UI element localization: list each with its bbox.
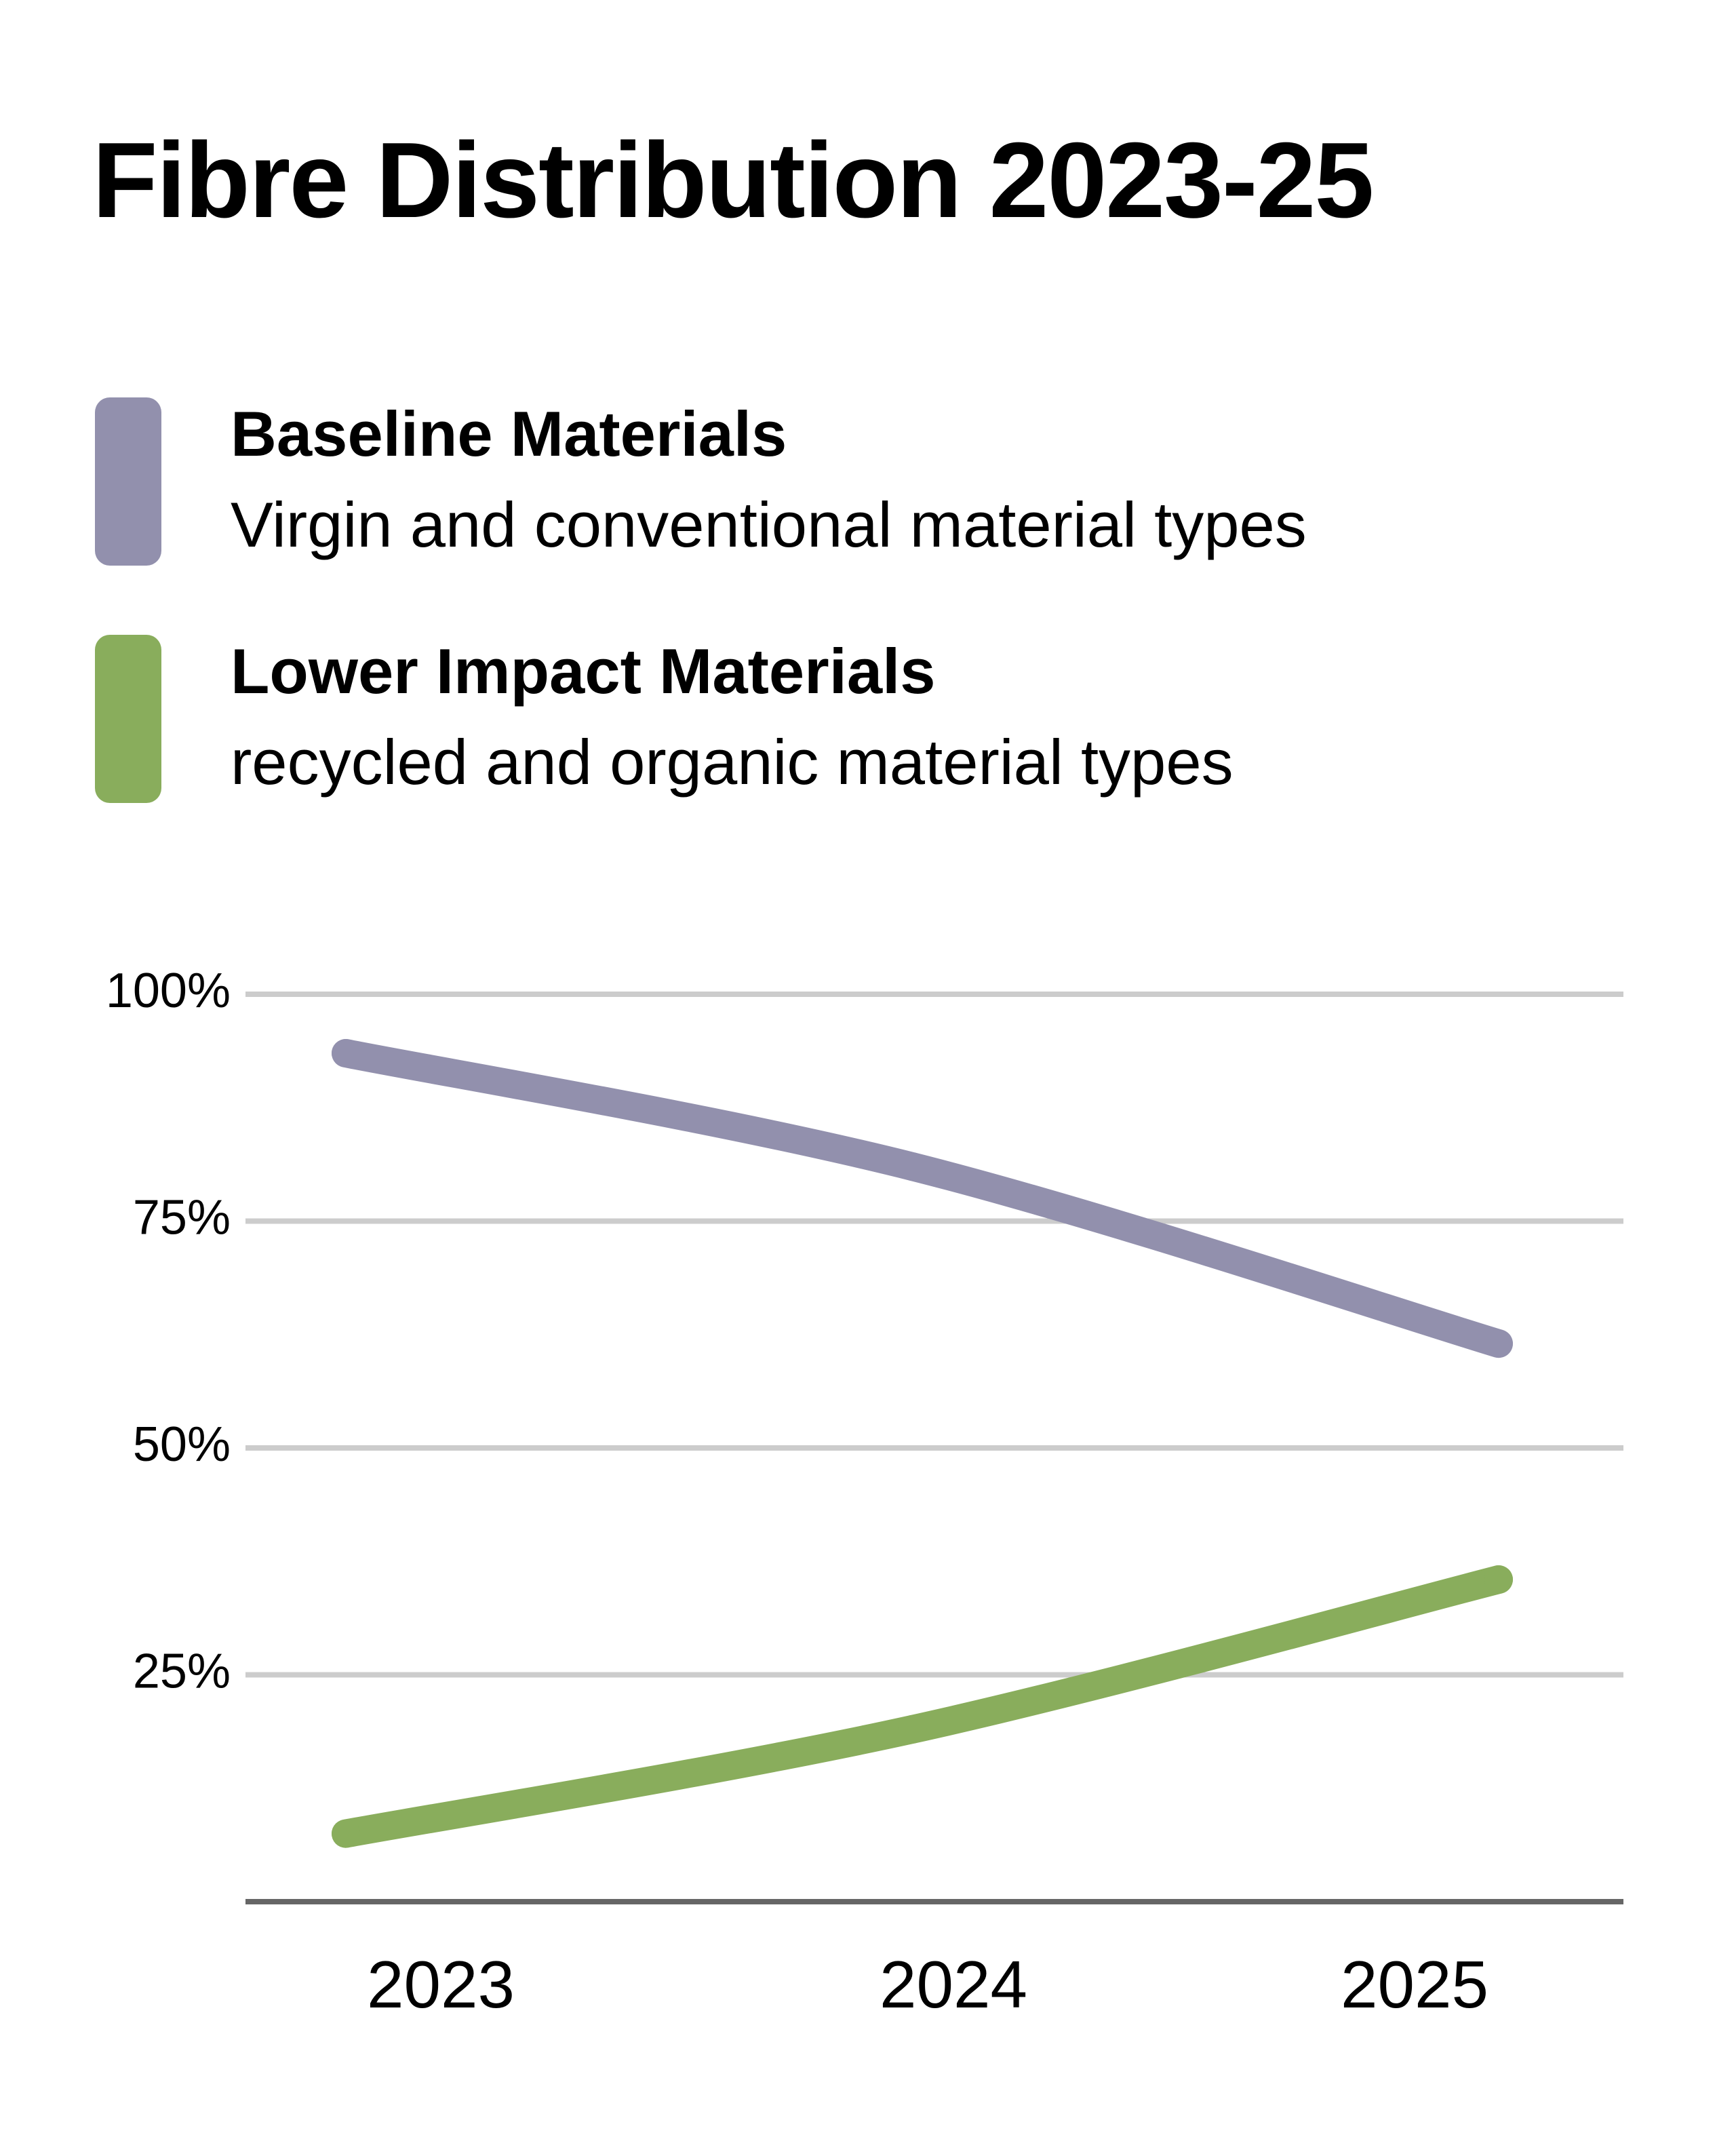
series-lines xyxy=(332,1038,1513,1848)
legend-swatch-lower-impact xyxy=(95,635,161,803)
legend-item-baseline: Baseline Materials Virgin and convention… xyxy=(95,397,1655,574)
legend-description-baseline: Virgin and conventional material types xyxy=(231,489,1307,560)
data-point-baseline-materials xyxy=(899,1152,927,1181)
series-line-lower-impact-materials xyxy=(332,1565,1513,1848)
legend-name-lower-impact: Lower Impact Materials xyxy=(231,635,936,707)
x-tick-label: 2023 xyxy=(367,1947,515,2022)
legend-description-lower-impact: recycled and organic material types xyxy=(231,726,1234,798)
y-tick-label: 50% xyxy=(133,1417,231,1472)
y-tick-label: 25% xyxy=(133,1645,231,1699)
series-line-baseline-materials xyxy=(332,1038,1513,1358)
x-tick-label: 2024 xyxy=(880,1947,1027,2022)
data-point-lower-impact-materials xyxy=(1484,1565,1513,1594)
y-tick-label: 100% xyxy=(106,964,231,1018)
legend-swatch-baseline xyxy=(95,397,161,566)
x-axis-labels: 2023 2024 2025 xyxy=(367,1947,1488,2022)
gridlines xyxy=(245,992,1623,1904)
y-tick-label: 75% xyxy=(133,1191,231,1245)
data-point-baseline-materials xyxy=(1484,1329,1513,1358)
legend-name-baseline: Baseline Materials xyxy=(231,398,787,469)
data-point-baseline-materials xyxy=(332,1038,360,1067)
chart-title: Fibre Distribution 2023-25 xyxy=(92,121,1374,240)
data-point-lower-impact-materials xyxy=(332,1819,360,1848)
x-tick-label: 2025 xyxy=(1341,1947,1488,2022)
line-chart: 100% 75% 50% 25% 2023 2024 2025 xyxy=(106,964,1623,2022)
legend-item-lower-impact: Lower Impact Materials recycled and orga… xyxy=(95,635,1655,811)
data-point-lower-impact-materials xyxy=(899,1714,927,1744)
y-axis-labels: 100% 75% 50% 25% xyxy=(106,964,231,1699)
